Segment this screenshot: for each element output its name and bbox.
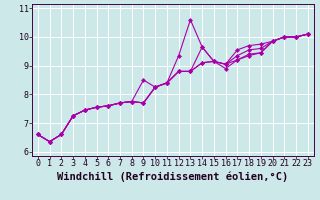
X-axis label: Windchill (Refroidissement éolien,°C): Windchill (Refroidissement éolien,°C) xyxy=(57,171,288,182)
